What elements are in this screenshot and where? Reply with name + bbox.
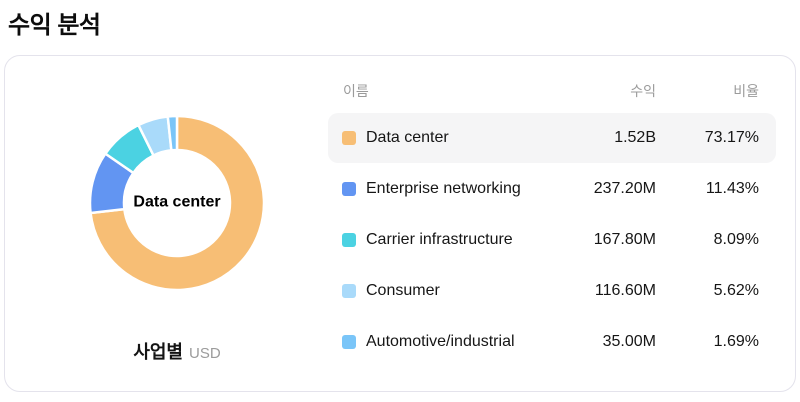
series-color-swatch: [342, 182, 356, 196]
row-name: Automotive/industrial: [366, 333, 515, 350]
header-ratio: 비율: [733, 83, 759, 99]
row-ratio: 8.09%: [713, 231, 759, 248]
legend-table: 이름 수익 비율 Data center 1.52B 73.17% Enterp…: [328, 78, 776, 368]
header-name: 이름: [343, 83, 369, 99]
row-ratio: 11.43%: [705, 180, 759, 197]
series-unit-label: USD: [189, 345, 221, 362]
row-ratio: 1.69%: [713, 333, 759, 350]
row-revenue: 35.00M: [602, 333, 656, 350]
series-color-swatch: [342, 335, 356, 349]
series-color-swatch: [342, 284, 356, 298]
row-revenue: 1.52B: [614, 129, 656, 146]
row-name: Enterprise networking: [366, 180, 521, 197]
table-row-2[interactable]: Enterprise networking 237.20M 11.43%: [328, 164, 776, 214]
table-row-3[interactable]: Carrier infrastructure 167.80M 8.09%: [328, 215, 776, 265]
row-revenue: 116.60M: [594, 282, 656, 299]
donut-chart-area: Data center 사업별 USD: [5, 56, 349, 393]
table-row-4[interactable]: Consumer 116.60M 5.62%: [328, 266, 776, 316]
row-name: Data center: [366, 129, 449, 146]
page-title: 수익 분석: [8, 12, 101, 39]
header-revenue: 수익: [630, 83, 656, 99]
row-ratio: 73.17%: [704, 129, 759, 146]
revenue-breakdown-card: Data center 사업별 USD 이름 수익 비율 Data center …: [4, 55, 796, 392]
row-name: Carrier infrastructure: [366, 231, 513, 248]
series-color-swatch: [342, 233, 356, 247]
row-revenue: 237.20M: [593, 180, 656, 197]
row-ratio: 5.62%: [713, 282, 759, 299]
row-name: Consumer: [366, 282, 440, 299]
donut-slice-data-center[interactable]: [89, 114, 266, 292]
table-body: Data center 1.52B 73.17% Enterprise netw…: [328, 113, 776, 367]
table-header-row: 이름 수익 비율: [328, 78, 776, 104]
donut-slice-automotive-industrial[interactable]: [166, 114, 179, 152]
table-row-5[interactable]: Automotive/industrial 35.00M 1.69%: [328, 317, 776, 367]
donut-chart: [88, 114, 266, 292]
chart-footer: 사업별 USD: [5, 338, 349, 364]
donut-center-label: Data center: [133, 193, 221, 211]
row-revenue: 167.80M: [593, 231, 656, 248]
series-color-swatch: [342, 131, 356, 145]
series-name-label: 사업별: [133, 342, 183, 362]
table-row-1[interactable]: Data center 1.52B 73.17%: [328, 113, 776, 163]
